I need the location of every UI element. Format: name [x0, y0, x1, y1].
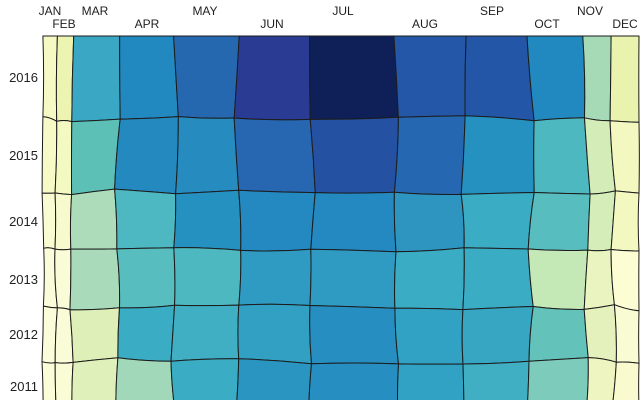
- cell-2011-MAY: [170, 358, 240, 400]
- cell-2011-DEC: [612, 361, 640, 400]
- cell-2012-MAY: [170, 304, 240, 362]
- cell-2012-NOV: [583, 304, 617, 363]
- cell-2011-NOV: [586, 357, 617, 400]
- x-tick-may: MAY: [192, 4, 217, 18]
- cell-2012-MAR: [69, 307, 120, 363]
- cell-2015-JAN: [41, 116, 58, 194]
- cell-2016-AUG: [393, 35, 467, 118]
- cell-2014-FEB: [54, 192, 73, 251]
- cell-2016-JAN: [42, 35, 58, 122]
- cell-2013-MAR: [69, 248, 121, 311]
- cell-2012-OCT: [528, 306, 589, 362]
- cell-2015-MAR: [70, 118, 121, 196]
- cell-2011-JAN: [41, 361, 57, 400]
- x-tick-oct: OCT: [534, 17, 560, 31]
- cell-2016-FEB: [55, 35, 75, 123]
- cell-2014-APR: [114, 188, 177, 250]
- cell-2016-DEC: [609, 35, 640, 123]
- mesh-cells: [41, 35, 640, 400]
- y-tick-2012: 2012: [9, 327, 38, 342]
- x-tick-sep: SEP: [480, 4, 504, 18]
- cell-2014-AUG: [393, 191, 465, 253]
- cell-2016-JUN: [233, 35, 311, 121]
- cell-2016-JUL: [309, 35, 399, 120]
- cell-2011-MAR: [71, 357, 119, 400]
- y-tick-2013: 2013: [9, 272, 38, 287]
- cell-2011-JUN: [236, 358, 312, 400]
- cell-2015-JUN: [233, 117, 316, 194]
- cell-2014-JAN: [41, 192, 57, 250]
- cell-2015-FEB: [54, 120, 73, 196]
- cell-2014-OCT: [527, 192, 591, 252]
- cell-2015-MAY: [175, 116, 240, 195]
- y-tick-2011: 2011: [10, 379, 38, 394]
- cell-2014-JUL: [310, 191, 397, 253]
- cell-2016-OCT: [526, 35, 586, 122]
- cell-2016-MAY: [173, 35, 240, 119]
- cell-2014-MAR: [69, 188, 118, 250]
- cell-2011-APR: [115, 357, 175, 400]
- cell-2015-APR: [114, 116, 179, 195]
- cell-2011-SEP: [462, 360, 530, 400]
- cell-2013-DEC: [610, 249, 640, 312]
- cell-2011-AUG: [397, 363, 465, 400]
- cell-2013-APR: [116, 247, 176, 309]
- x-tick-jul: JUL: [332, 4, 354, 18]
- y-tick-2014: 2014: [9, 214, 38, 229]
- cell-2013-SEP: [462, 247, 534, 311]
- cell-2011-JUL: [308, 362, 399, 400]
- cell-2012-AUG: [394, 307, 464, 365]
- x-tick-aug: AUG: [412, 17, 438, 31]
- y-tick-2015: 2015: [9, 148, 38, 163]
- cell-2014-SEP: [460, 192, 535, 250]
- cell-2012-JUL: [309, 305, 399, 365]
- cell-2013-OCT: [527, 248, 589, 310]
- cell-2011-OCT: [527, 357, 589, 400]
- cell-2013-AUG: [394, 247, 465, 311]
- cell-2011-FEB: [54, 361, 74, 400]
- cell-2012-DEC: [613, 304, 640, 364]
- cell-2015-OCT: [533, 117, 591, 195]
- cell-2015-SEP: [460, 115, 535, 195]
- x-tick-jun: JUN: [260, 17, 283, 31]
- x-tick-feb: FEB: [52, 17, 75, 31]
- cell-2014-MAY: [173, 189, 242, 251]
- y-axis-labels: 2016 2015 2014 2013 2012 2011: [9, 70, 38, 394]
- cell-2015-JUL: [309, 116, 399, 194]
- cell-2012-SEP: [461, 306, 534, 365]
- x-tick-mar: MAR: [82, 4, 109, 18]
- cell-2016-MAR: [71, 35, 121, 123]
- cell-2014-DEC: [610, 190, 640, 252]
- cell-2016-NOV: [582, 35, 612, 122]
- cell-2015-AUG: [393, 115, 466, 195]
- cell-2013-NOV: [583, 249, 615, 310]
- cell-2013-JUN: [238, 248, 312, 306]
- cell-2014-JUN: [238, 189, 316, 252]
- x-tick-nov: NOV: [577, 4, 603, 18]
- cell-2013-MAY: [173, 247, 242, 307]
- cell-2012-JUN: [237, 303, 312, 365]
- cell-2016-APR: [119, 35, 179, 120]
- cell-2016-SEP: [464, 35, 535, 122]
- cell-2012-APR: [117, 304, 176, 362]
- cell-2013-FEB: [54, 248, 72, 311]
- y-tick-2016: 2016: [9, 70, 38, 85]
- x-tick-jan: JAN: [39, 4, 62, 18]
- x-tick-dec: DEC: [612, 17, 638, 31]
- x-tick-apr: APR: [135, 17, 160, 31]
- cell-2015-DEC: [609, 120, 640, 194]
- cell-2013-JUL: [309, 248, 397, 309]
